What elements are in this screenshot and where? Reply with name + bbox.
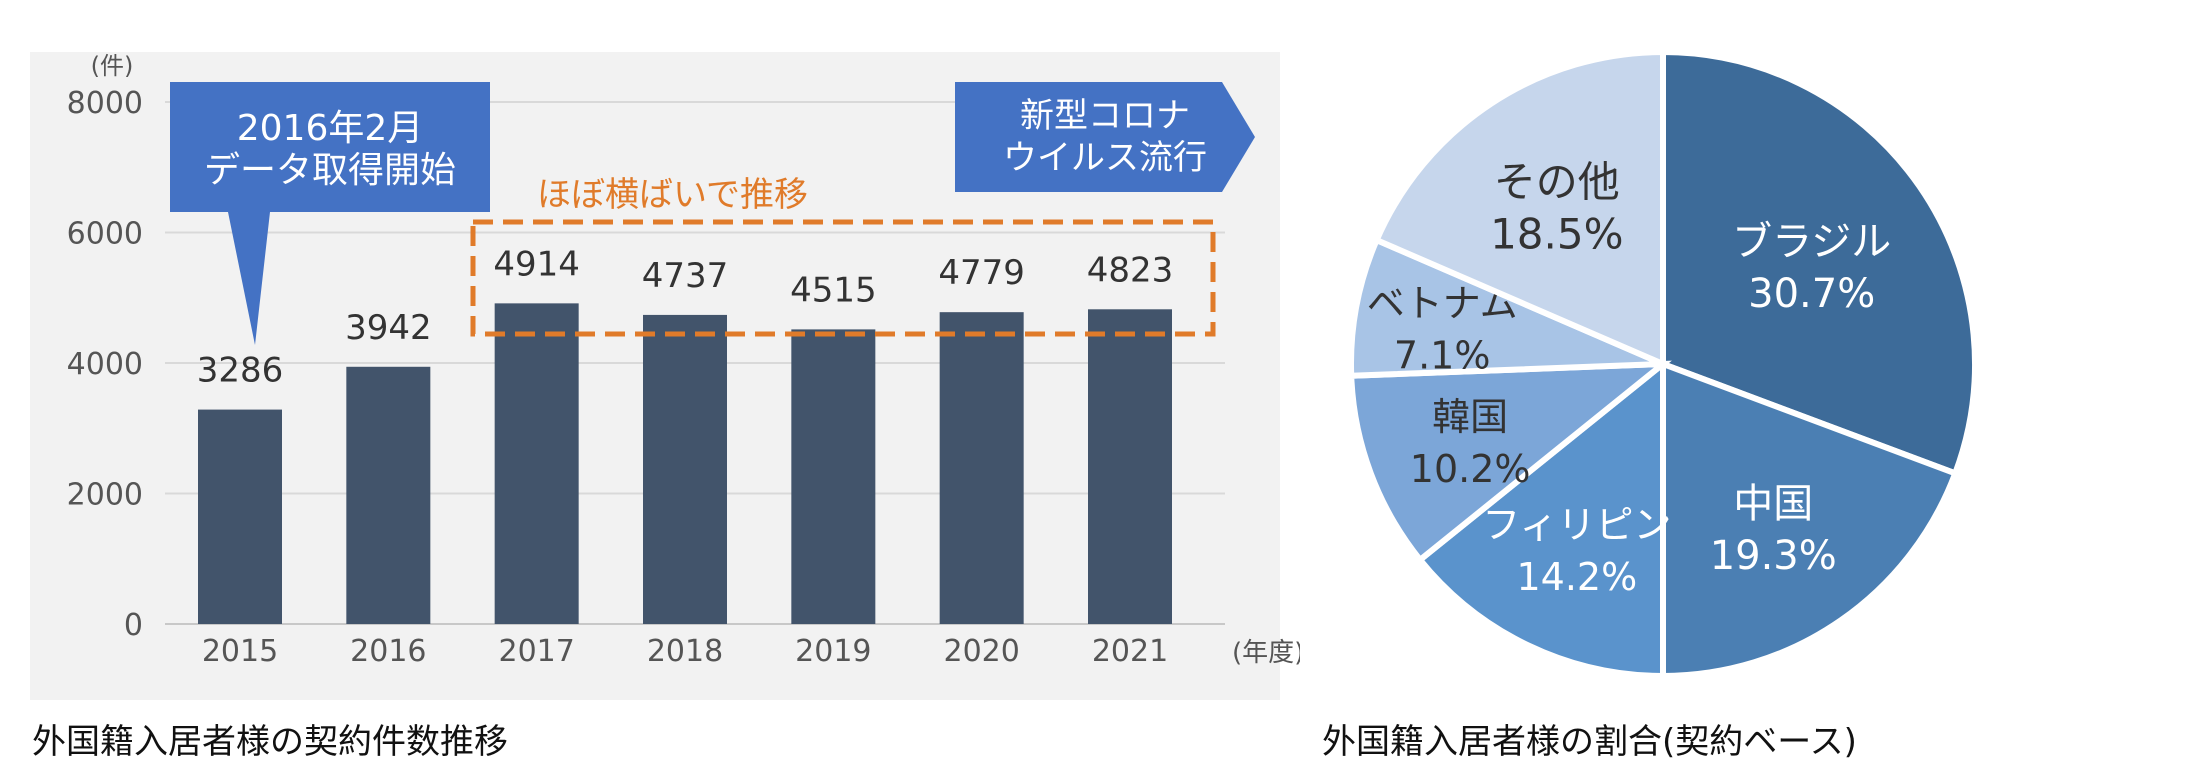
y-tick-label: 8000 — [67, 86, 143, 121]
y-tick-label: 0 — [124, 608, 143, 643]
pie-slice-1 — [1660, 48, 1978, 478]
x-tick-label: 2020 — [943, 634, 1019, 669]
pie-slice-4 — [1348, 360, 1672, 565]
x-tick-label: 2021 — [1092, 634, 1168, 669]
x-axis-unit: (年度) — [1232, 638, 1300, 668]
slice-label: ブラジル — [1732, 219, 1891, 265]
y-tick-label: 2000 — [67, 478, 143, 513]
slice-value: 10.2% — [1410, 447, 1531, 491]
covid-callout-text: 新型コロナウイルス流行 — [1003, 96, 1207, 178]
data-label: 4914 — [493, 244, 580, 284]
data-label: 4823 — [1087, 250, 1174, 290]
slice-value: 19.3% — [1710, 533, 1837, 579]
data-label: 4737 — [642, 256, 729, 296]
bar-2016 — [346, 366, 431, 624]
data-label: 3286 — [197, 351, 284, 391]
x-tick-label: 2019 — [795, 634, 871, 669]
flat-trend-box — [470, 219, 1216, 337]
data-label: 4779 — [938, 253, 1025, 293]
bar-2020 — [939, 312, 1024, 624]
x-tick-label: 2016 — [350, 634, 426, 669]
slice-value: 30.7% — [1748, 271, 1875, 317]
bar-2021 — [1088, 309, 1172, 624]
slice-label: その他 — [1494, 157, 1620, 206]
pie-slice-3 — [1415, 357, 1666, 680]
slice-label: 韓国 — [1432, 395, 1508, 439]
bar-chart: 0 2000 4000 6000 8000 (件) 3286 2015 3942 2016 4914… — [30, 52, 1300, 700]
pie-chart: ブラジル30.7%中国19.3%フィリピン14.2%韓国10.2%ベトナム7.1… — [1348, 48, 1978, 680]
slice-label: フィリピン — [1482, 503, 1671, 547]
start-callout-text: 2016年2月データ取得開始 — [204, 108, 456, 191]
bar-2015 — [198, 409, 282, 624]
slice-label: 中国 — [1733, 481, 1813, 527]
x-tick-label: 2018 — [647, 634, 723, 669]
pie-chart-caption: 外国籍入居者様の割合(契約ベース) — [1322, 722, 1857, 762]
y-tick-label: 4000 — [67, 347, 143, 382]
data-label: 3942 — [345, 308, 432, 348]
pie-slice-2 — [1660, 359, 1960, 680]
slice-value: 7.1% — [1394, 334, 1491, 378]
data-label: 4515 — [790, 270, 877, 310]
flat-trend-label: ほぼ横ばいで推移 — [537, 175, 808, 215]
start-callout-box — [170, 82, 490, 345]
slice-value: 14.2% — [1516, 555, 1637, 599]
x-tick-label: 2015 — [202, 634, 278, 669]
bar-2018 — [643, 314, 727, 624]
x-tick-label: 2017 — [498, 634, 574, 669]
pie-slice-6 — [1372, 48, 1666, 369]
bar-chart-caption: 外国籍入居者様の契約件数推移 — [32, 722, 508, 762]
bar-2017 — [494, 303, 579, 624]
y-axis-unit: (件) — [91, 52, 134, 80]
pie-slice-5 — [1348, 236, 1665, 379]
y-tick-label: 6000 — [67, 217, 143, 252]
slice-value: 18.5% — [1490, 209, 1623, 258]
covid-callout-box — [955, 82, 1255, 192]
bar-2019 — [791, 329, 876, 624]
